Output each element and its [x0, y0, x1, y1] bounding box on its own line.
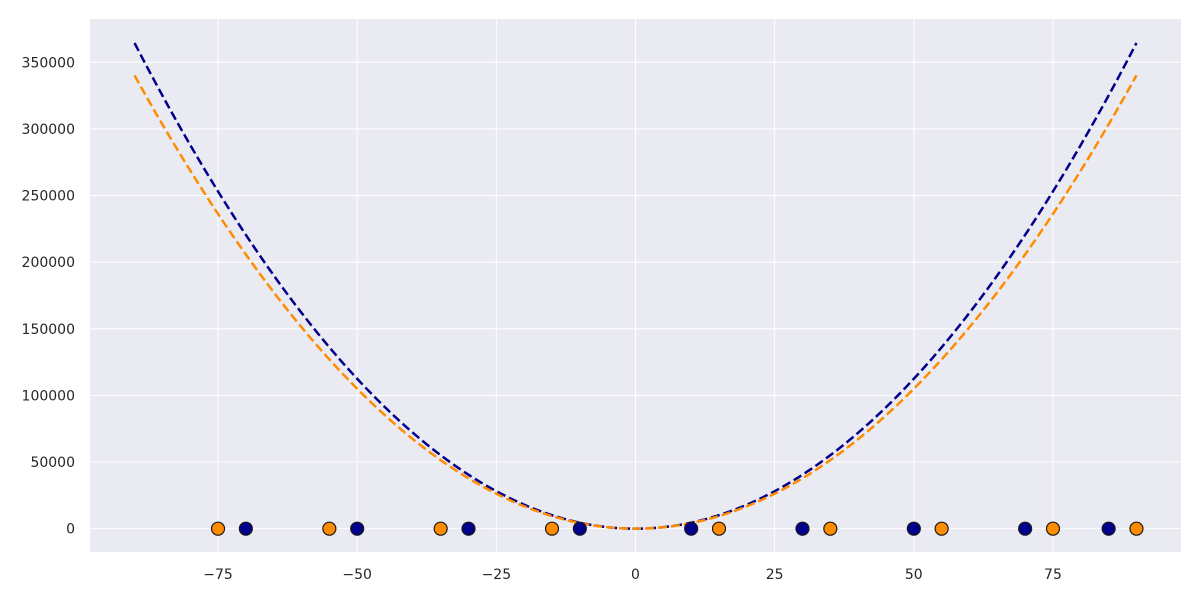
data-point-series-2 — [711, 521, 727, 536]
data-point-series-1 — [238, 521, 253, 536]
y-tick-label: 250000 — [22, 189, 75, 205]
y-tick-label: 150000 — [22, 322, 75, 338]
data-point-series-1 — [684, 521, 699, 536]
data-point-series-2 — [934, 521, 949, 536]
data-point-series-2 — [1045, 521, 1061, 536]
x-tick-label: −25 — [482, 567, 512, 583]
data-point-series-1 — [906, 521, 921, 536]
x-tick-label: 25 — [766, 567, 784, 583]
x-tick-label: −75 — [203, 567, 233, 583]
data-point-series-1 — [572, 521, 587, 536]
y-tick-label: 350000 — [22, 55, 75, 71]
data-point-series-2 — [823, 521, 838, 536]
y-tick-label: 100000 — [22, 388, 75, 404]
fitted-curves — [133, 42, 1138, 530]
x-axis-tick-labels: −75 −50 −25 0 25 50 75 — [203, 567, 1062, 583]
y-tick-label: 200000 — [22, 255, 75, 271]
y-axis-tick-labels: 0 50000 100000 150000 200000 250000 300000 3500… — [22, 55, 75, 537]
x-tick-label: 50 — [905, 567, 923, 583]
y-tick-label: 50000 — [30, 455, 75, 471]
data-point-series-2 — [1129, 521, 1144, 536]
data-point-series-2 — [322, 521, 337, 536]
x-tick-label: 0 — [631, 567, 640, 583]
fitted-curve-2 — [133, 74, 1138, 530]
data-point-series-2 — [544, 521, 560, 536]
data-point-series-2 — [433, 521, 448, 536]
data-point-series-1 — [795, 521, 810, 536]
y-tick-label: 300000 — [22, 122, 75, 138]
data-point-series-2 — [210, 521, 226, 536]
x-tick-label: −50 — [342, 567, 372, 583]
data-point-series-1 — [461, 521, 476, 536]
data-point-series-1 — [1018, 521, 1033, 536]
data-point-series-1 — [1101, 521, 1116, 536]
y-tick-label: 0 — [66, 522, 75, 538]
x-tick-label: 75 — [1044, 567, 1062, 583]
data-point-series-1 — [350, 521, 365, 536]
data-points — [210, 521, 1144, 536]
grid-lines — [90, 19, 1181, 552]
